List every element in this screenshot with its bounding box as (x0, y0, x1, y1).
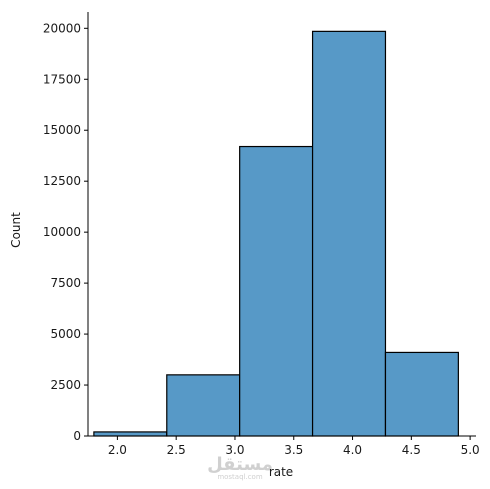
x-tick-label: 2.0 (108, 443, 127, 457)
y-tick-label: 2500 (50, 378, 81, 392)
x-tick-label: 4.5 (402, 443, 421, 457)
histogram-bar-5 (384, 351, 459, 437)
x-tick-label: 2.5 (167, 443, 186, 457)
watermark-site: mostaql.com (217, 473, 263, 481)
y-tick-label: 10000 (43, 225, 81, 239)
histogram-bar-2 (166, 374, 241, 437)
bars-group (93, 30, 459, 437)
x-tick-label: 4.0 (343, 443, 362, 457)
y-tick-label: 17500 (43, 72, 81, 86)
watermark: مستقل mostaql.com (207, 454, 273, 481)
x-tick-label: 3.0 (225, 443, 244, 457)
y-tick-label: 20000 (43, 21, 81, 35)
y-axis-label: Count (9, 212, 23, 248)
watermark-logo: مستقل (207, 454, 273, 475)
x-axis-label: rate (269, 465, 293, 479)
y-tick-label: 12500 (43, 174, 81, 188)
axes-group: 0 2500 5000 7500 10000 12500 15000 17500 20000 2.… (43, 12, 480, 457)
y-tick-label: 0 (73, 429, 81, 443)
y-tick-label: 7500 (50, 276, 81, 290)
x-tick-label: 5.0 (461, 443, 480, 457)
histogram-bar-4 (311, 30, 387, 437)
y-tick-label: 15000 (43, 123, 81, 137)
y-tick-label: 5000 (50, 327, 81, 341)
histogram-bar-1 (93, 431, 168, 437)
x-tick-label: 3.5 (284, 443, 303, 457)
histogram-bar-3 (239, 145, 314, 437)
